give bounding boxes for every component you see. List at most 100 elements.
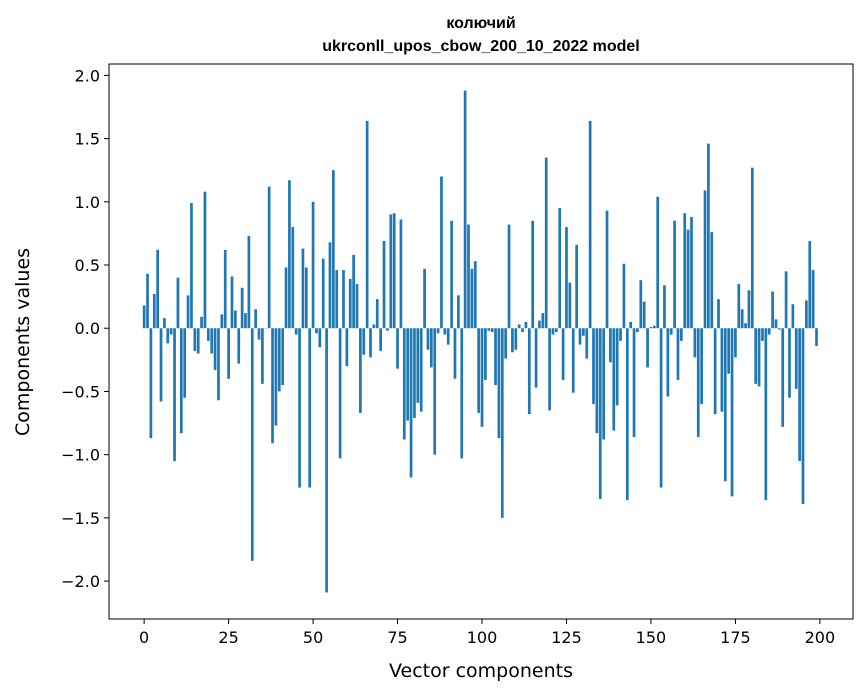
bar-95 — [464, 91, 467, 329]
y-tick-label: 2.0 — [75, 66, 100, 85]
bar-74 — [393, 213, 396, 328]
bar-119 — [545, 158, 548, 329]
bar-138 — [609, 328, 612, 362]
chart-title-line-2: ukrconll_upos_cbow_200_10_2022 model — [322, 38, 639, 55]
bar-93 — [457, 295, 460, 328]
bar-84 — [427, 328, 430, 349]
bar-175 — [734, 328, 737, 357]
bar-137 — [606, 211, 609, 329]
bar-131 — [585, 328, 588, 358]
bar-104 — [494, 328, 497, 385]
bar-76 — [400, 220, 403, 329]
bar-197 — [808, 241, 811, 328]
bar-88 — [440, 177, 443, 329]
bar-152 — [656, 197, 659, 328]
bar-147 — [639, 280, 642, 328]
bar-57 — [335, 270, 338, 328]
y-tick-label: 0.5 — [75, 256, 100, 275]
bar-106 — [501, 328, 504, 518]
bar-184 — [764, 328, 767, 500]
bar-97 — [471, 269, 474, 328]
bar-8 — [170, 328, 173, 334]
bar-111 — [518, 324, 521, 328]
x-tick-label: 0 — [139, 628, 149, 647]
bar-185 — [768, 328, 771, 334]
bar-188 — [778, 328, 781, 329]
bar-56 — [332, 170, 335, 328]
bar-171 — [721, 328, 724, 411]
bar-178 — [744, 323, 747, 328]
bar-90 — [447, 328, 450, 344]
bars — [143, 91, 818, 593]
bar-142 — [623, 264, 626, 328]
bar-159 — [680, 328, 683, 341]
y-tick-label: 1.0 — [75, 193, 100, 212]
bar-12 — [183, 328, 186, 398]
bar-42 — [285, 268, 288, 329]
bar-80 — [413, 328, 416, 418]
bar-11 — [180, 328, 183, 433]
bar-33 — [254, 309, 257, 328]
y-tick-label: −2.0 — [61, 572, 100, 591]
bar-21 — [214, 328, 217, 370]
x-tick-label: 100 — [467, 628, 498, 647]
bar-13 — [187, 295, 190, 328]
bar-186 — [771, 292, 774, 329]
bar-174 — [731, 328, 734, 496]
bar-19 — [207, 328, 210, 341]
bar-31 — [248, 236, 251, 328]
x-tick-label: 175 — [720, 628, 751, 647]
bar-107 — [504, 328, 507, 358]
x-tick-label: 150 — [636, 628, 667, 647]
bar-158 — [677, 328, 680, 380]
bar-50 — [312, 202, 315, 328]
bar-81 — [416, 328, 419, 403]
bar-196 — [805, 300, 808, 328]
bar-44 — [291, 227, 294, 328]
bar-130 — [582, 328, 585, 336]
bar-177 — [741, 309, 744, 328]
bar-118 — [541, 313, 544, 328]
y-tick-label: 0.0 — [75, 319, 100, 338]
bar-96 — [467, 225, 470, 329]
bar-170 — [717, 299, 720, 328]
bar-112 — [521, 328, 524, 332]
bar-167 — [707, 144, 710, 329]
bar-115 — [531, 221, 534, 328]
bar-73 — [389, 214, 392, 328]
bar-64 — [359, 328, 362, 413]
bar-139 — [612, 328, 615, 430]
x-tick-label: 125 — [551, 628, 582, 647]
bar-136 — [602, 328, 605, 439]
bar-83 — [423, 269, 426, 328]
bar-71 — [383, 241, 386, 328]
bar-22 — [217, 328, 220, 400]
bar-58 — [339, 328, 342, 458]
bar-100 — [481, 328, 484, 427]
bar-30 — [244, 313, 247, 328]
bar-70 — [379, 328, 382, 351]
bar-53 — [322, 259, 325, 329]
bar-160 — [683, 213, 686, 328]
bar-153 — [660, 328, 663, 487]
bar-122 — [555, 328, 558, 332]
x-axis-label: Vector components — [389, 660, 573, 682]
bar-162 — [690, 217, 693, 328]
bar-91 — [450, 221, 453, 328]
bar-168 — [710, 232, 713, 328]
bar-193 — [795, 328, 798, 389]
bar-109 — [511, 328, 514, 352]
bar-164 — [697, 328, 700, 437]
bar-140 — [616, 328, 619, 405]
bar-38 — [271, 328, 274, 443]
bar-18 — [204, 192, 207, 329]
bar-128 — [575, 245, 578, 328]
bar-69 — [376, 299, 379, 328]
bar-156 — [670, 328, 673, 334]
bar-123 — [558, 208, 561, 328]
bar-173 — [727, 328, 730, 374]
x-tick-label: 50 — [303, 628, 323, 647]
bar-43 — [288, 180, 291, 328]
